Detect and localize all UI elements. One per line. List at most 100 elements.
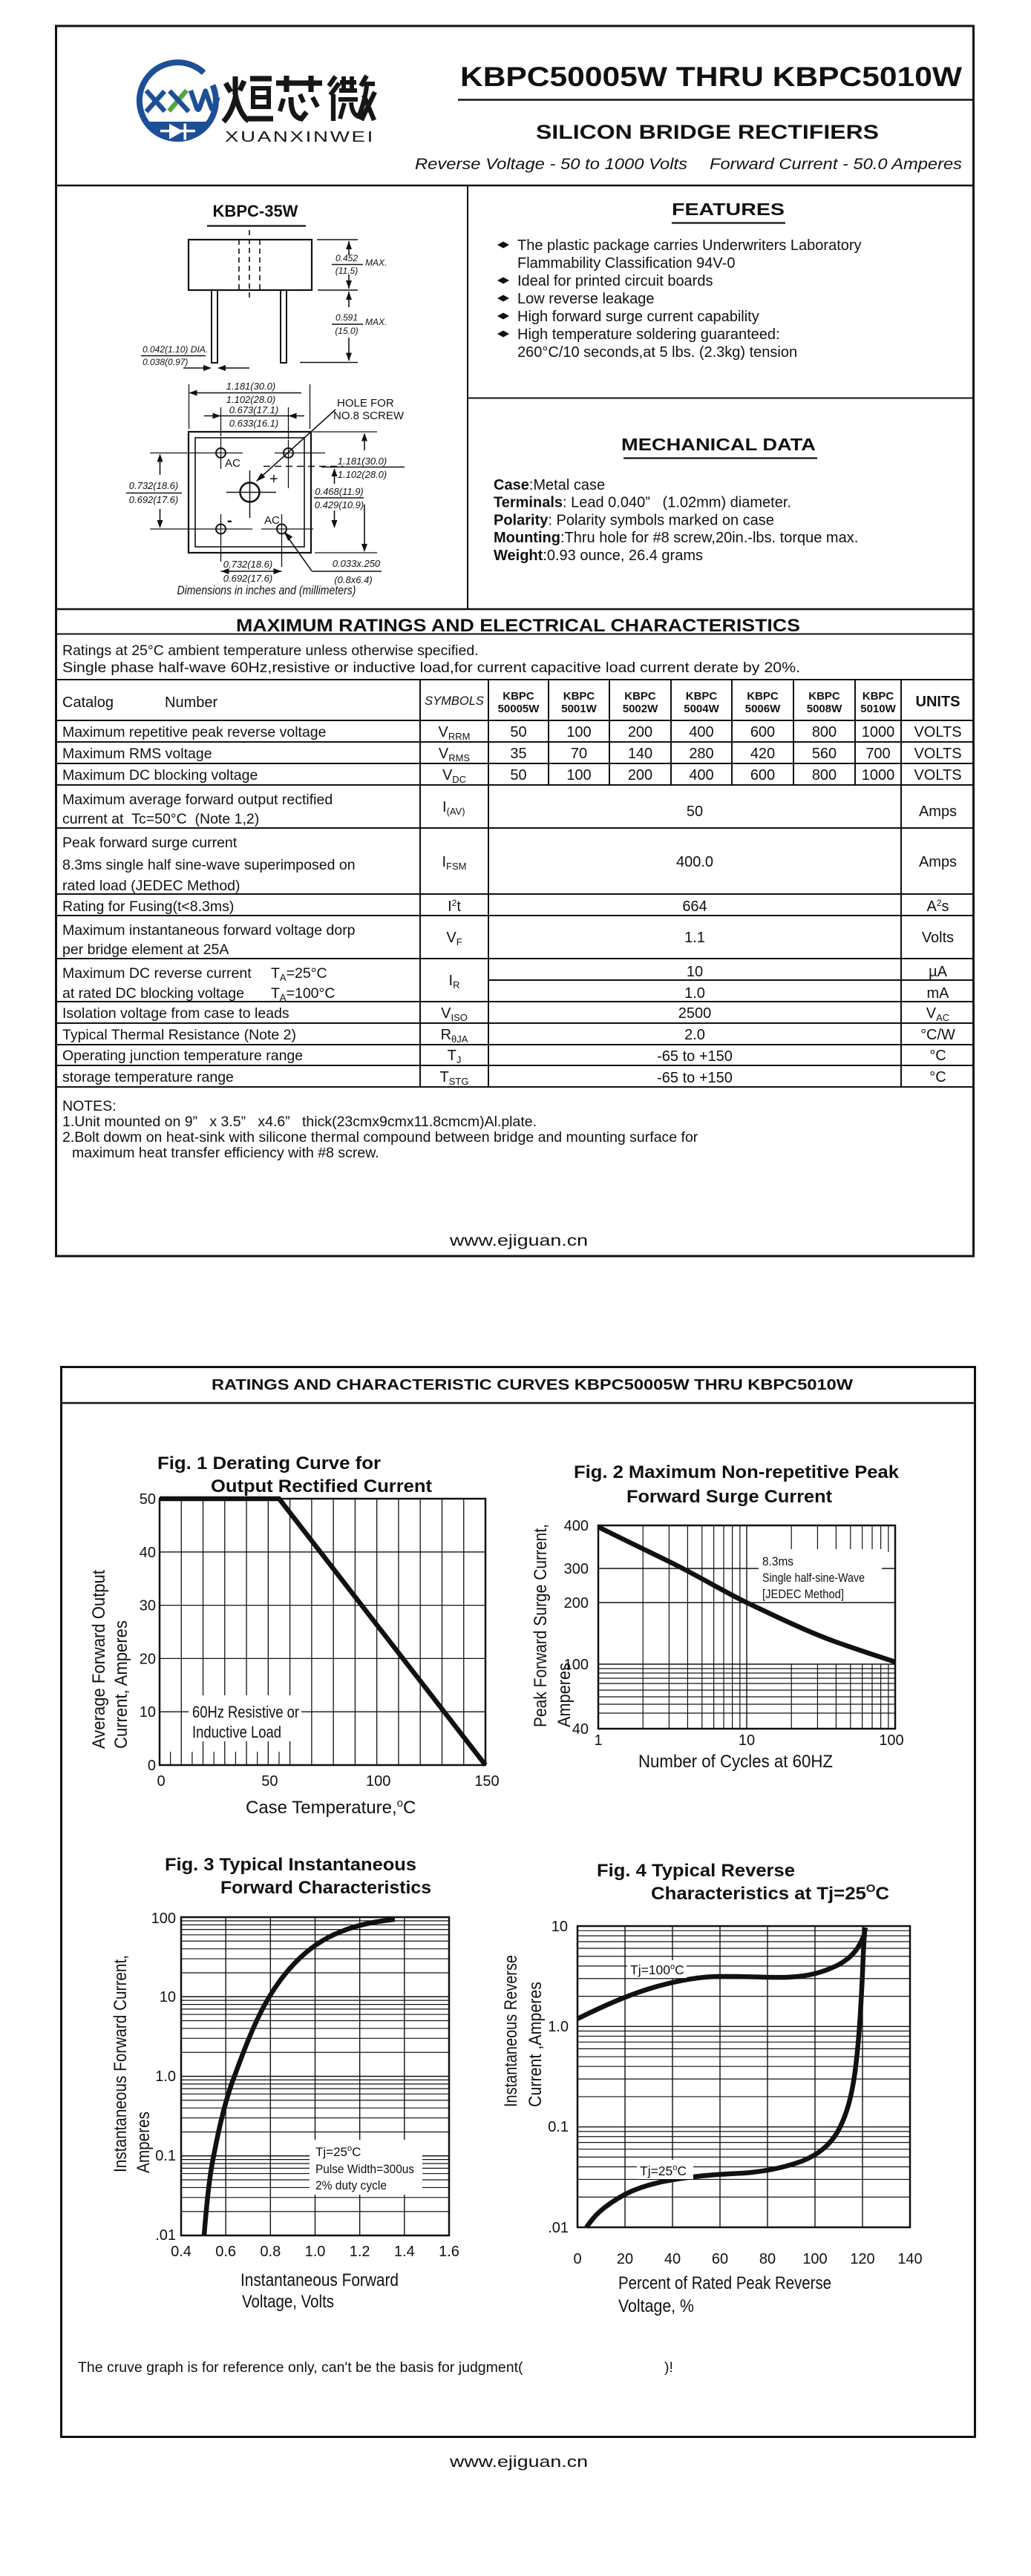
svg-text:VF: VF <box>446 930 462 947</box>
svg-text:10: 10 <box>739 1732 755 1749</box>
svg-text:120: 120 <box>850 2251 874 2267</box>
svg-text:100: 100 <box>879 1732 903 1749</box>
svg-text:(0.8x6.4): (0.8x6.4) <box>334 574 372 585</box>
svg-text:8.3ms: 8.3ms <box>762 1554 793 1568</box>
svg-text:TA=100°C: TA=100°C <box>271 985 335 1003</box>
svg-text:VRRM: VRRM <box>439 724 471 742</box>
svg-text:I2t: I2t <box>448 898 461 915</box>
svg-text:)!: )! <box>664 2359 673 2376</box>
svg-text:0.468(11.9): 0.468(11.9) <box>315 486 364 497</box>
svg-text:KBPC: KBPC <box>563 690 595 703</box>
svg-text:VOLTS: VOLTS <box>914 746 961 762</box>
svg-text:AC: AC <box>225 457 240 470</box>
svg-text:5004W: 5004W <box>684 703 719 715</box>
svg-text:Dimensions in inches and (mill: Dimensions in inches and (millimeters) <box>177 583 356 597</box>
svg-text:Ideal for printed circuit boar: Ideal for printed circuit boards <box>517 273 713 289</box>
svg-text:5006W: 5006W <box>745 703 781 715</box>
svg-text:Fig. 2 Maximum Non-repetitive: Fig. 2 Maximum Non-repetitive Peak <box>574 1462 900 1482</box>
svg-text:Amperes: Amperes <box>554 1663 575 1727</box>
svg-text:664: 664 <box>682 898 707 915</box>
svg-text:100: 100 <box>366 1773 390 1790</box>
svg-text:0.1: 0.1 <box>548 2119 569 2135</box>
svg-text:Tj=25oC: Tj=25oC <box>640 2163 687 2178</box>
svg-text:KBPC50005W THRU KBPC5010W: KBPC50005W THRU KBPC5010W <box>460 62 962 92</box>
svg-text:°C: °C <box>929 1048 946 1064</box>
svg-text:300: 300 <box>564 1561 589 1577</box>
svg-text:Flammability Classification 94: Flammability Classification 94V-0 <box>517 255 735 272</box>
svg-text:40: 40 <box>572 1721 589 1738</box>
svg-text:1.102(28.0): 1.102(28.0) <box>226 394 276 405</box>
svg-text:Case:Metal case: Case:Metal case <box>494 477 605 493</box>
svg-text:AC: AC <box>264 514 280 527</box>
svg-text:50: 50 <box>687 804 703 820</box>
svg-text:1.4: 1.4 <box>394 2244 415 2260</box>
svg-text:Maximum DC blocking voltage: Maximum DC blocking voltage <box>62 767 258 783</box>
svg-text:HOLE FOR: HOLE FOR <box>337 397 394 410</box>
svg-text:Percent of Rated Peak Reverse: Percent of Rated Peak Reverse <box>618 2273 831 2293</box>
svg-text:400: 400 <box>689 724 713 740</box>
svg-text:0.692(17.6): 0.692(17.6) <box>223 573 273 584</box>
svg-text:TSTG: TSTG <box>440 1069 469 1087</box>
svg-text:Weight:0.93 ounce, 26.4 grams: Weight:0.93 ounce, 26.4 grams <box>494 548 703 564</box>
svg-text:Maximum repetitive peak revers: Maximum repetitive peak reverse voltage <box>62 724 327 740</box>
svg-text:Output Rectified Current: Output Rectified Current <box>211 1476 432 1496</box>
svg-text:MECHANICAL DATA: MECHANICAL DATA <box>621 435 816 454</box>
svg-text:A2s: A2s <box>926 898 949 915</box>
svg-text:IFSM: IFSM <box>442 854 466 872</box>
svg-text:2.0: 2.0 <box>684 1027 705 1043</box>
svg-text:0.1: 0.1 <box>155 2148 176 2164</box>
svg-text:Voltage, %: Voltage, % <box>618 2296 694 2316</box>
svg-text:High forward surge current cap: High forward surge current capability <box>517 309 759 325</box>
svg-text:700: 700 <box>865 746 890 762</box>
svg-text:10: 10 <box>160 1989 176 2005</box>
svg-text:10: 10 <box>551 1919 568 1935</box>
svg-text:Forward Surge Current: Forward Surge Current <box>626 1487 832 1507</box>
svg-text:Fig. 3 Typical Instantaneous: Fig. 3 Typical Instantaneous <box>165 1855 416 1875</box>
svg-text:50005W: 50005W <box>498 703 540 715</box>
svg-text:1.0: 1.0 <box>305 2244 326 2260</box>
svg-text:420: 420 <box>750 746 775 762</box>
svg-text:0.692(17.6): 0.692(17.6) <box>129 494 179 505</box>
svg-text:Number of Cycles at 60HZ: Number of Cycles at 60HZ <box>638 1752 833 1772</box>
svg-text:30: 30 <box>140 1598 156 1614</box>
svg-text:KBPC-35W: KBPC-35W <box>213 202 298 220</box>
svg-text:.01: .01 <box>155 2227 176 2244</box>
svg-text:Mounting:Thru hole for #8 scre: Mounting:Thru hole for #8 screw,20in.-lb… <box>494 530 858 546</box>
svg-text:KBPC: KBPC <box>503 690 534 703</box>
svg-text:0.6: 0.6 <box>215 2244 236 2260</box>
svg-text:MAX.: MAX. <box>365 257 387 268</box>
svg-text:0: 0 <box>148 1758 156 1774</box>
svg-text:Polarity: Polarity symbols mar: Polarity: Polarity symbols marked on cas… <box>494 512 774 528</box>
svg-text:1.102(28.0): 1.102(28.0) <box>338 469 387 480</box>
svg-text:40: 40 <box>140 1545 156 1561</box>
svg-text:www.ejiguan.cn: www.ejiguan.cn <box>449 1232 588 1249</box>
svg-text:-65 to +150: -65 to +150 <box>657 1070 733 1086</box>
svg-text:0.4: 0.4 <box>171 2244 192 2260</box>
svg-text:10: 10 <box>687 964 703 980</box>
svg-text:60: 60 <box>712 2251 728 2267</box>
svg-text:I(AV): I(AV) <box>442 799 465 817</box>
svg-text:0.732(18.6): 0.732(18.6) <box>129 480 179 491</box>
svg-text:FEATURES: FEATURES <box>672 200 785 219</box>
svg-text:5008W: 5008W <box>807 703 842 715</box>
svg-text:100: 100 <box>151 1910 176 1927</box>
svg-text:1.2: 1.2 <box>350 2244 370 2260</box>
svg-text:VISO: VISO <box>441 1005 468 1023</box>
svg-text:Maximum average forward output: Maximum average forward output rectified <box>62 792 333 808</box>
svg-text:mA: mA <box>927 985 950 1002</box>
svg-text:800: 800 <box>812 724 837 740</box>
svg-text:SILICON BRIDGE RECTIFIERS: SILICON BRIDGE RECTIFIERS <box>536 121 879 143</box>
svg-text:0.591: 0.591 <box>336 312 358 323</box>
svg-text:100: 100 <box>564 1657 589 1673</box>
svg-text:50: 50 <box>140 1491 156 1508</box>
svg-text:8.3ms single half sine-wave su: 8.3ms single half sine-wave superimposed… <box>62 857 356 873</box>
svg-text:(11.5): (11.5) <box>336 266 358 276</box>
svg-text:0: 0 <box>157 1773 165 1790</box>
svg-text:Tj=100oC: Tj=100oC <box>630 1962 684 1977</box>
svg-text:VRMS: VRMS <box>439 746 471 763</box>
svg-text:Current, Amperes: Current, Amperes <box>111 1620 131 1749</box>
svg-text:0: 0 <box>573 2251 581 2267</box>
svg-text:600: 600 <box>750 724 775 740</box>
svg-text:KBPC: KBPC <box>808 690 840 703</box>
